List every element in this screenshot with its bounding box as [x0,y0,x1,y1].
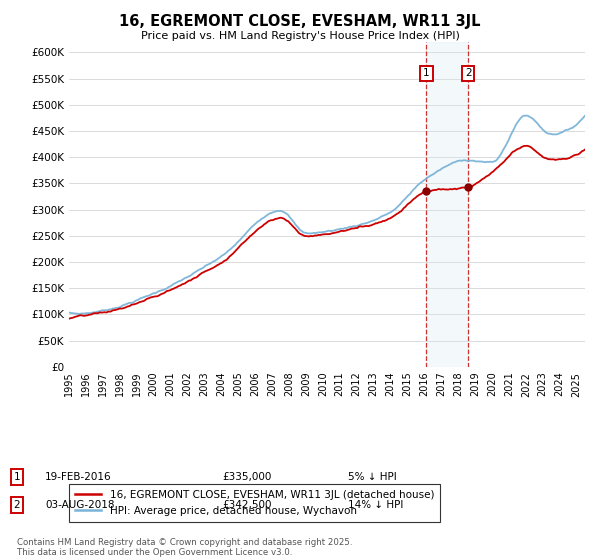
Text: 16, EGREMONT CLOSE, EVESHAM, WR11 3JL: 16, EGREMONT CLOSE, EVESHAM, WR11 3JL [119,14,481,29]
Text: 19-FEB-2016: 19-FEB-2016 [45,472,112,482]
Text: 1: 1 [13,472,20,482]
Text: Contains HM Land Registry data © Crown copyright and database right 2025.
This d: Contains HM Land Registry data © Crown c… [17,538,352,557]
Text: 03-AUG-2018: 03-AUG-2018 [45,500,115,510]
Legend: 16, EGREMONT CLOSE, EVESHAM, WR11 3JL (detached house), HPI: Average price, deta: 16, EGREMONT CLOSE, EVESHAM, WR11 3JL (d… [69,484,440,522]
Text: £342,500: £342,500 [222,500,271,510]
Text: 1: 1 [423,68,430,78]
Text: £335,000: £335,000 [222,472,271,482]
Bar [427,42,468,367]
Text: 2: 2 [465,68,472,78]
Text: 5% ↓ HPI: 5% ↓ HPI [348,472,397,482]
Text: 14% ↓ HPI: 14% ↓ HPI [348,500,403,510]
Text: 2: 2 [13,500,20,510]
Text: Price paid vs. HM Land Registry's House Price Index (HPI): Price paid vs. HM Land Registry's House … [140,31,460,41]
